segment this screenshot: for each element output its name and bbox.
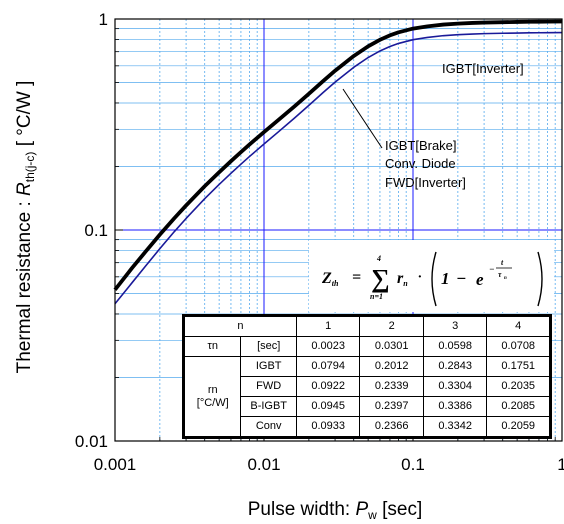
svg-text:Zth: Zth [321, 270, 339, 288]
svg-text:=: = [352, 269, 361, 286]
tau-unit: [sec] [240, 336, 297, 357]
table-cell: 0.2366 [359, 416, 424, 438]
r-label: rn [°C/W] [182, 356, 242, 438]
table-cell: 0.2397 [359, 396, 424, 417]
table-header-row: n 1 2 3 4 [183, 315, 551, 337]
y-tick-label: 0.01 [75, 432, 108, 451]
minor-grid [115, 19, 562, 441]
table-cell: 0.0023 [295, 336, 361, 357]
x-axis-title: Pulse width: Pw [sec] [248, 499, 423, 522]
table-cell: 0.2012 [359, 356, 424, 377]
x-tick-label: 0.001 [94, 455, 137, 474]
table-cell: 0.0922 [295, 376, 361, 397]
table-row-tau: τn [sec] 0.0023 0.0301 0.0598 0.0708 [182, 336, 551, 357]
table-header-cell: 4 [486, 315, 551, 337]
table-cell: 0.1751 [486, 356, 551, 377]
svg-text:1: 1 [441, 269, 450, 288]
table-row: rn [°C/W] IGBT 0.0794 0.2012 0.2843 0.175… [182, 356, 551, 438]
table-cell: 0.2843 [422, 356, 488, 377]
svg-text:t: t [501, 258, 504, 267]
svg-text:−: − [456, 269, 466, 288]
table-cell: 0.2035 [486, 376, 551, 397]
table-cell: 0.3304 [422, 376, 488, 397]
svg-text:e: e [476, 270, 484, 289]
table-header-n: n [183, 315, 297, 337]
series-layer [113, 19, 563, 305]
table-cell: 0.3342 [422, 416, 488, 438]
table-header-cell: 3 [422, 315, 488, 337]
svg-text:∑: ∑ [371, 264, 390, 293]
series-pointer-line [342, 88, 383, 149]
svg-text:−: − [489, 264, 494, 274]
series-label-brake-line-3: FWD[Inverter] [385, 175, 466, 190]
svg-text:rn: rn [397, 270, 408, 288]
table-cell: 0.2085 [486, 396, 551, 417]
series-line-igbt-inverter [114, 31, 563, 305]
table-cell: 0.0794 [295, 356, 361, 377]
y-tick-label: 0.1 [84, 221, 108, 240]
x-tick-label: 1 [557, 455, 564, 474]
svg-text:n=1: n=1 [370, 292, 383, 301]
svg-text:τ: τ [498, 270, 502, 279]
table-header-cell: 1 [295, 315, 361, 337]
row-type: FWD [240, 376, 297, 397]
axis-ticks [114, 18, 563, 442]
table-header-cell: 2 [359, 315, 424, 337]
table-cell: 0.0933 [295, 416, 361, 438]
table-cell: 0.0708 [486, 336, 551, 357]
x-tick-label: 0.01 [247, 455, 280, 474]
row-type: Conv [240, 416, 297, 438]
row-type: IGBT [240, 356, 297, 377]
table-cell: 0.3386 [422, 396, 488, 417]
series-label-igbt-inverter: IGBT[Inverter] [442, 61, 524, 76]
table-row: B-IGBT 0.0945 0.2397 0.3386 0.2085 [184, 396, 551, 417]
r-label-unit: [°C/W] [196, 396, 229, 409]
table-cell: 0.0301 [359, 336, 424, 357]
tau-label: τn [182, 336, 242, 357]
svg-text:·: · [418, 270, 422, 285]
table-cell: 0.0598 [422, 336, 488, 357]
series-line-brake-conv-fwd [113, 19, 563, 291]
svg-text:n: n [504, 276, 507, 281]
r-label-symbol: rn [207, 383, 218, 396]
series-label-brake-line-1: IGBT[Brake] [385, 138, 457, 153]
table-cell: 0.2339 [359, 376, 424, 397]
table-row: FWD 0.0922 0.2339 0.3304 0.2035 [184, 376, 551, 397]
svg-text:4: 4 [376, 254, 381, 263]
table-cell: 0.2059 [486, 416, 551, 438]
table-cell: 0.0945 [295, 396, 361, 417]
y-axis-title: Thermal resistance : Rth(j-c) [ °C/W ] [14, 81, 37, 374]
y-tick-label: 1 [99, 10, 108, 29]
x-tick-label: 0.1 [401, 455, 425, 474]
thermal-parameter-table: n 1 2 3 4 τn [sec] 0.0023 0.0301 0.0598 … [182, 314, 552, 439]
table-row: Conv 0.0933 0.2366 0.3342 0.2059 [184, 416, 551, 438]
row-type: B-IGBT [240, 396, 297, 417]
tick-labels: 0.001 0.01 0.1 1 0.01 0.1 1 [75, 10, 564, 474]
equation-box: Zth = ∑ 4 n=1 rn · 1 − e − t τ n [309, 240, 554, 312]
series-label-brake-line-2: Conv. Diode [385, 156, 456, 171]
